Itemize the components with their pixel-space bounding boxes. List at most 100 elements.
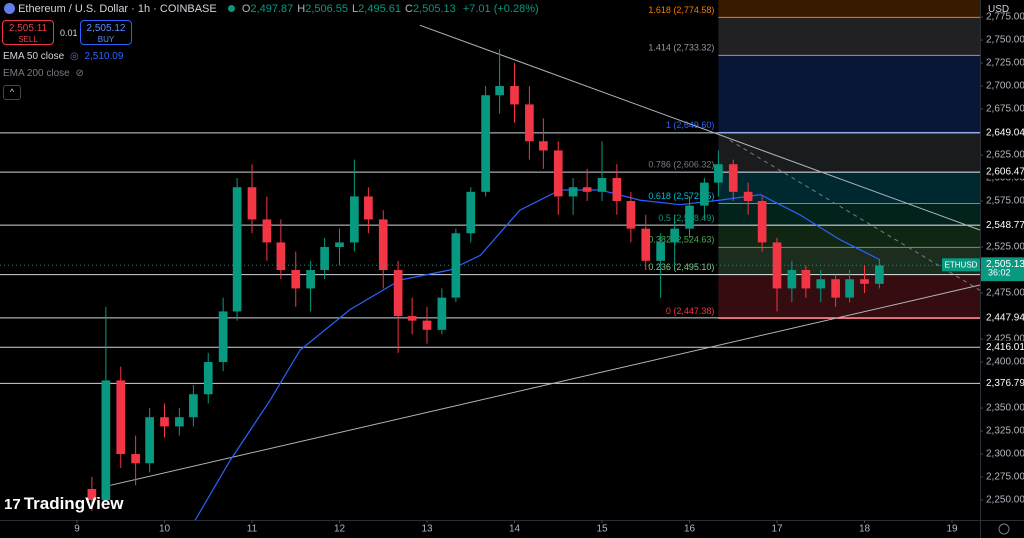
y-tick-label: 2,300.00 (986, 449, 1024, 460)
indicator-row[interactable]: EMA 200 close ⊘ (3, 68, 84, 79)
candle-body (510, 86, 519, 105)
x-tick-label: 17 (771, 524, 783, 535)
price-label: 2,416.01 (986, 342, 1024, 353)
collapse-button[interactable]: ^ (3, 85, 21, 100)
price-label-box (981, 376, 1024, 390)
y-tick-label: 2,275.00 (986, 472, 1024, 483)
hidden-icon: ⊘ (75, 68, 84, 79)
candle-body (626, 201, 636, 229)
indicator-name: EMA 50 close (3, 51, 65, 62)
candle-body (276, 242, 286, 271)
candle-body (582, 187, 592, 192)
y-tick-label: 2,575.00 (986, 196, 1024, 207)
fib-zone (718, 17, 980, 56)
fib-label: 1 (2,649.60) (666, 120, 715, 130)
price-label-box (981, 218, 1024, 232)
candle-body (320, 247, 329, 271)
price-label-box (981, 126, 1024, 140)
logo-text: TradingView (23, 494, 124, 513)
market-status (227, 5, 235, 12)
candle-body (553, 150, 563, 197)
candle-body (189, 394, 198, 418)
y-tick-label: 2,675.00 (986, 104, 1024, 115)
x-tick-label: 10 (159, 524, 171, 535)
fib-zone (718, 225, 980, 248)
candle-body (597, 178, 607, 192)
candle-body (262, 219, 272, 243)
candle-body (247, 187, 257, 220)
candle-body (612, 178, 622, 202)
candle-body (407, 316, 417, 321)
buy-button[interactable]: 2,505.12 BUY (80, 20, 132, 45)
indicator-value: 2,510.09 (84, 51, 124, 62)
candle-body (218, 311, 228, 363)
y-tick-label: 2,700.00 (986, 81, 1024, 92)
buy-label: BUY (97, 35, 115, 44)
x-tick-label: 19 (946, 524, 958, 535)
fib-label: 0.618 (2,572.35) (648, 191, 714, 201)
trendline (110, 284, 980, 486)
x-tick-label: 12 (334, 524, 346, 535)
logo: 17 TradingView (4, 494, 124, 514)
trendline (419, 24, 980, 231)
y-tick-label: 2,325.00 (986, 426, 1024, 437)
candle-body (364, 196, 373, 220)
settings-button[interactable] (998, 523, 1010, 535)
fib-zone (718, 203, 980, 226)
change: +7.01 (+0.28%) (462, 3, 539, 15)
sell-label: SELL (18, 35, 38, 44)
x-tick-label: 15 (596, 524, 608, 535)
candle-body (845, 279, 854, 298)
candle-body (175, 417, 184, 427)
currency[interactable]: USD (988, 4, 1010, 15)
y-tick-label: 2,750.00 (986, 35, 1024, 46)
indicator-row[interactable]: EMA 50 close ◎ 2,510.09 (3, 51, 123, 62)
candle-body (160, 417, 169, 427)
y-tick-label: 2,725.00 (986, 58, 1024, 69)
symbol-tag: ETHUSD (945, 260, 978, 269)
price-label: 2,548.77 (986, 220, 1024, 231)
ohlc: O2,497.87 H2,506.55 L2,495.61 C2,505.13 (242, 3, 460, 15)
candle-body (481, 95, 490, 192)
candle-body (816, 279, 826, 289)
candle-body (451, 233, 461, 298)
candle-body (525, 104, 534, 142)
x-tick-label: 9 (74, 524, 80, 535)
price-label-box (981, 311, 1024, 325)
candle-body (378, 219, 388, 271)
fib-label: 0 (2,447.38) (666, 306, 715, 316)
y-tick-label: 2,250.00 (986, 495, 1024, 506)
fib-label: 0.786 (2,606.32) (648, 160, 714, 170)
candle-body (801, 270, 811, 289)
settings-icon: ◎ (69, 51, 79, 62)
candle-body (87, 488, 97, 501)
y-tick-label: 2,625.00 (986, 150, 1024, 161)
last-price-label: 2,505.13 (986, 259, 1024, 270)
candle-body (743, 191, 753, 202)
trendline (729, 139, 980, 291)
candle-body (641, 228, 651, 261)
buy-price: 2,505.12 (86, 23, 126, 34)
x-tick-label: 11 (247, 524, 258, 535)
candle-body (495, 86, 504, 96)
candle-body (350, 196, 359, 243)
candle-body (568, 187, 578, 197)
symbol-tag-box (942, 258, 980, 272)
x-tick-label: 14 (509, 524, 521, 535)
fib-label: 1.414 (2,733.32) (648, 43, 714, 53)
price-label: 2,606.47 (986, 167, 1024, 178)
candle-body (466, 191, 476, 234)
symbol: Ethereum / U.S. Dollar · 1h · COINBASE (18, 3, 217, 15)
candle-body (787, 270, 797, 289)
price-label-box (981, 165, 1024, 179)
ema-line (194, 189, 881, 520)
candle-body (306, 270, 315, 289)
logo-icon: 17 (4, 496, 21, 513)
ohlc-key: H (297, 3, 306, 15)
sell-button[interactable]: 2,505.11 SELL (2, 20, 54, 45)
candle-body (422, 320, 432, 330)
ohlc-key: L (352, 3, 359, 15)
candle-body (437, 297, 447, 330)
